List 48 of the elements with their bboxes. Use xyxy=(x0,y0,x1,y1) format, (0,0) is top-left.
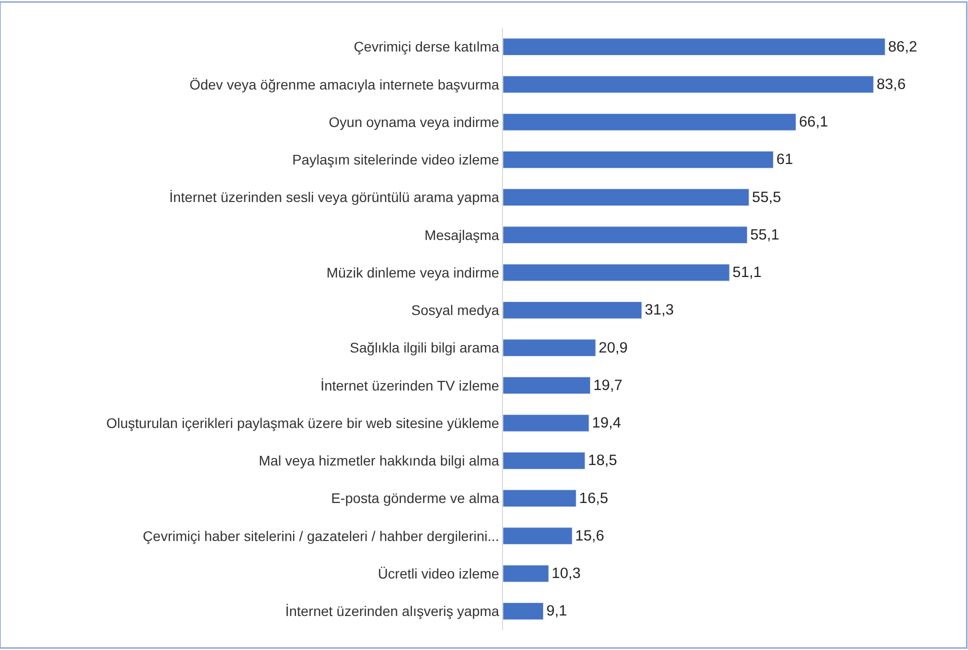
bar xyxy=(503,188,750,206)
data-label: 31,3 xyxy=(644,302,674,319)
data-label: 51,1 xyxy=(732,264,762,282)
data-label: 16,5 xyxy=(579,490,608,507)
bar xyxy=(503,264,730,282)
y-tick-label: Mal veya hizmetler hakkında bilgi alma xyxy=(258,452,500,469)
bar xyxy=(503,490,576,508)
y-tick-label: Paylaşım sitelerinde video izleme xyxy=(292,152,500,168)
y-tick-label: Ücretli video izleme xyxy=(378,565,500,582)
bar xyxy=(503,564,549,582)
data-label: 61 xyxy=(776,151,793,168)
bar xyxy=(503,602,544,620)
y-tick-label: İnternet üzerinden TV izleme xyxy=(320,377,500,394)
y-tick-label: İnternet üzerinden sesli veya görüntülü arama yapma xyxy=(169,189,500,206)
bar xyxy=(503,301,642,319)
y-tick-label: Sosyal medya xyxy=(411,302,500,318)
y-tick-label: Oyun oynama veya indirme xyxy=(328,114,500,130)
y-tick-label: Çevrimiçi derse katılma xyxy=(354,38,500,55)
bar xyxy=(503,76,874,94)
bar xyxy=(503,113,796,131)
data-label: 9,1 xyxy=(546,602,568,620)
data-label: 55,5 xyxy=(752,188,782,206)
bar xyxy=(503,414,590,432)
y-tick-label: Oluşturulan içerikleri paylaşmak üzere bir web sitesine yükleme xyxy=(106,414,500,431)
bar xyxy=(503,376,591,394)
bar xyxy=(503,150,774,168)
data-label: 10,3 xyxy=(552,565,581,582)
y-tick-label: Ödev veya öğrenme amacıyla internete başvurma xyxy=(189,76,500,92)
bar xyxy=(503,339,596,357)
bar xyxy=(503,226,748,244)
data-label: 19,7 xyxy=(593,376,622,394)
y-tick-label: Sağlıkla ilgili bilgi arama xyxy=(350,340,500,356)
y-tick-label: E-posta gönderme ve alma xyxy=(331,490,500,506)
data-label: 18,5 xyxy=(588,452,618,470)
data-label: 19,4 xyxy=(592,414,622,432)
bar xyxy=(503,452,586,470)
bar xyxy=(503,38,886,56)
data-label: 15,6 xyxy=(575,527,604,544)
bar xyxy=(503,527,572,545)
y-tick-label: Çevrimiçi haber sitelerini / gazateleri / hahber dergilerini... xyxy=(142,528,500,544)
data-label: 20,9 xyxy=(598,339,628,356)
y-tick-label: Müzik dinleme veya indirme xyxy=(326,264,500,280)
y-tick-label: Mesajlaşma xyxy=(424,226,500,243)
data-label: 55,1 xyxy=(750,226,780,244)
data-label: 66,1 xyxy=(799,114,828,131)
data-label: 86,2 xyxy=(888,38,918,56)
y-tick-label: İnternet üzerinden alışveriş yapma xyxy=(285,603,500,620)
data-label: 83,6 xyxy=(876,76,906,93)
